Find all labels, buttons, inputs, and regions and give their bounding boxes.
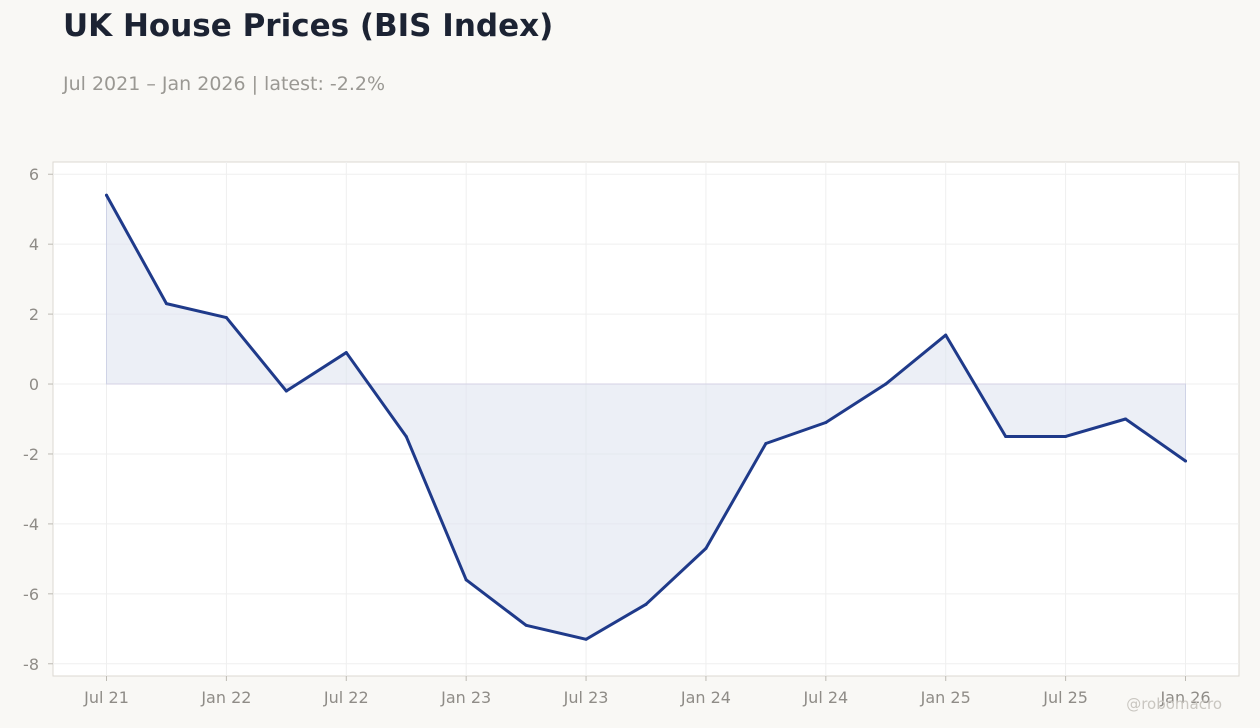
y-tick-label: -2 (23, 445, 39, 464)
data-point (944, 333, 948, 337)
x-tick-label: Jul 24 (802, 688, 848, 707)
y-tick-label: -4 (23, 515, 39, 534)
y-tick-label: 2 (29, 305, 39, 324)
data-point (224, 316, 228, 320)
x-tick-label: Jul 23 (563, 688, 609, 707)
data-point (1184, 459, 1187, 463)
chart-title: UK House Prices (BIS Index) (63, 8, 554, 44)
data-point (884, 382, 888, 386)
data-point (644, 602, 648, 606)
data-point (524, 623, 528, 627)
data-point (764, 441, 768, 445)
x-axis-ticks: Jul 21 Jan 22 Jul 22 Jan 23 Jul 23 Jan 24 Jul … (83, 676, 1211, 707)
y-tick-label: -6 (23, 585, 39, 604)
data-point (464, 578, 468, 582)
data-point (584, 637, 588, 641)
data-point (1124, 417, 1128, 421)
data-point (404, 434, 408, 438)
x-tick-label: Jan 25 (920, 688, 971, 707)
y-axis-ticks: 6 4 2 0 -2 -4 -6 -8 (23, 165, 53, 674)
data-point (284, 389, 288, 393)
x-tick-label: Jan 22 (200, 688, 251, 707)
x-tick-label: Jul 21 (83, 688, 129, 707)
y-tick-label: 0 (29, 375, 39, 394)
data-point (1004, 434, 1008, 438)
x-tick-label: Jul 22 (323, 688, 369, 707)
x-tick-label: Jan 24 (680, 688, 731, 707)
data-point (1064, 434, 1068, 438)
y-tick-label: 4 (29, 235, 39, 254)
watermark: @robomacro (1126, 695, 1222, 713)
chart-subtitle: Jul 2021 – Jan 2026 | latest: -2.2% (63, 73, 386, 95)
y-tick-label: -8 (23, 655, 39, 674)
data-point (105, 193, 108, 197)
data-points (105, 193, 1187, 641)
data-point (824, 420, 828, 424)
data-point (704, 546, 708, 550)
x-tick-label: Jan 23 (440, 688, 491, 707)
data-point (344, 351, 348, 355)
x-tick-label: Jul 25 (1042, 688, 1088, 707)
x-tick-label: Jan 26 (1159, 688, 1210, 707)
data-point (164, 302, 168, 306)
y-tick-label: 6 (29, 165, 39, 184)
